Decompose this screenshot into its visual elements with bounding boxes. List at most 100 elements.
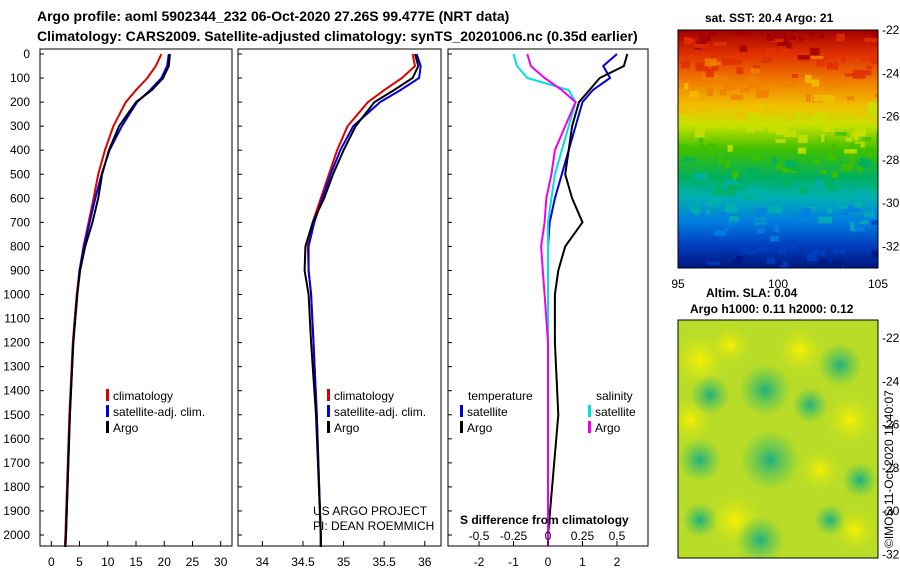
temperature-tick-label: 0 [48, 555, 55, 569]
series-line-satellite-adj-clim- [307, 53, 422, 547]
sal-diff-tick-label: 0.5 [609, 529, 626, 543]
sst-map-patch [844, 73, 857, 77]
depth-tick-label: 500 [10, 167, 30, 181]
temperature-tick-label: 5 [76, 555, 83, 569]
sst-map-patch [732, 258, 739, 265]
temperature-tick-label: 15 [129, 555, 143, 569]
sst-map-patch [722, 58, 736, 66]
salinity-tick-label: 34 [256, 555, 270, 569]
sla-map-frame [677, 319, 879, 559]
sst-map-patch [867, 221, 873, 226]
sst-map-patch [726, 221, 735, 228]
sst-map-patch [766, 48, 776, 55]
salinity-tick-label: 34.5 [291, 555, 315, 569]
sst-map-patch [714, 229, 726, 236]
depth-tick-label: 2000 [3, 528, 30, 542]
legend-label-argo: Argo [334, 421, 360, 435]
legend-swatch-argo [106, 421, 109, 433]
legend-label-argo: Argo [113, 421, 139, 435]
depth-tick-label: 1300 [3, 360, 30, 374]
temperature-panel: 0 5 10 15 20 25 30 [48, 53, 228, 569]
depth-tick-label: 900 [10, 263, 30, 277]
depth-tick-label: 1800 [3, 480, 30, 494]
depth-tick-label: 1000 [3, 288, 30, 302]
sst-map-patch [678, 105, 691, 115]
sst-map-patch [778, 180, 792, 187]
sst-map-patch [817, 113, 829, 118]
title-line-2: Climatology: CARS2009. Satellite-adjuste… [37, 28, 638, 44]
legend-swatch-climatology [327, 389, 330, 401]
sal-diff-tick-label: -0.25 [500, 529, 528, 543]
sst-map-patch [703, 218, 710, 222]
credit-pi: PI: DEAN ROEMMICH [313, 519, 434, 533]
sst-map-patch [871, 31, 878, 37]
sst-map-patch [734, 30, 746, 35]
sst-map-patch [754, 51, 761, 55]
sst-map-patch [719, 88, 727, 96]
sla-map-title-2: Argo h1000: 0.11 h2000: 0.12 [690, 302, 854, 316]
sst-map-patch [823, 95, 832, 104]
sla-lat-tick-label: -26 [882, 418, 900, 432]
sst-map-patch [707, 108, 715, 112]
sst-map-patch [744, 251, 758, 255]
sst-map-patch [766, 257, 775, 264]
sst-map-patch [867, 108, 878, 116]
sst-map-patch [730, 94, 744, 101]
sst-map-patch [837, 205, 848, 209]
sst-map-patch [829, 185, 836, 192]
sst-map-patch [862, 137, 872, 141]
sla-map-blob [690, 375, 730, 415]
sst-map-patch [813, 159, 820, 165]
temperature-tick-label: 25 [186, 555, 200, 569]
sst-lat-tick-label: -30 [882, 196, 900, 210]
sst-lon-tick-label: 95 [671, 277, 685, 291]
series-line-argo [303, 53, 420, 547]
sst-map-patch [692, 82, 702, 86]
sst-map-patch [749, 84, 761, 89]
sst-map-patch [741, 248, 749, 252]
sst-lat-tick-label: -32 [882, 239, 900, 253]
sst-map-patch [859, 220, 868, 225]
legend-label-satellite: satellite-adj. clim. [334, 405, 426, 419]
sst-map-patch [694, 44, 709, 48]
sst-map-patch [813, 251, 825, 255]
sst-map-patch [867, 102, 878, 110]
sst-map-patch [725, 189, 735, 196]
salinity-tick-label: 35 [337, 555, 351, 569]
sst-map-patch [808, 31, 815, 37]
sst-map-patch [820, 179, 833, 187]
sst-map-patch [705, 68, 715, 78]
sst-map-patch [740, 176, 751, 182]
sst-map-patch [715, 184, 721, 192]
depth-tick-label: 0 [23, 47, 30, 61]
legend-label-s-satellite: satellite [595, 405, 636, 419]
sst-map-patch [739, 45, 748, 52]
sst-map-patch [748, 186, 761, 195]
sst-map-patch [710, 30, 716, 36]
sst-map-patch [694, 129, 705, 138]
sst-map-patch [861, 57, 872, 62]
sst-map-patch [724, 227, 729, 232]
sst-map-patch [757, 227, 765, 234]
sst-map-patch [846, 96, 855, 101]
series-line-s-argo [526, 53, 577, 547]
sst-map-patch [809, 47, 820, 56]
sst-map-frame [677, 29, 879, 269]
sst-map-patch [850, 143, 861, 153]
legend-swatch-satellite [327, 405, 330, 417]
sst-map-patch [748, 76, 758, 86]
sst-map-patch [733, 112, 746, 119]
sst-map-patch [753, 65, 761, 70]
sst-map-patch [755, 245, 768, 252]
difference-panel: -2 -1 0 1 2 -0.5 -0.25 0 0.25 0.5 [469, 53, 629, 569]
sla-map-axes: -22 -24 -26 -28 -30 -32 [882, 331, 900, 561]
sst-map-patch [786, 42, 792, 49]
sst-map-patch [746, 195, 759, 199]
sla-map-blob [736, 516, 784, 558]
legend-label-climatology: climatology [113, 389, 173, 403]
temp-diff-tick-label: 0 [545, 555, 552, 569]
credit-project: US ARGO PROJECT [313, 504, 428, 518]
sst-map-patch [727, 184, 742, 191]
sst-map-patch [782, 261, 788, 266]
